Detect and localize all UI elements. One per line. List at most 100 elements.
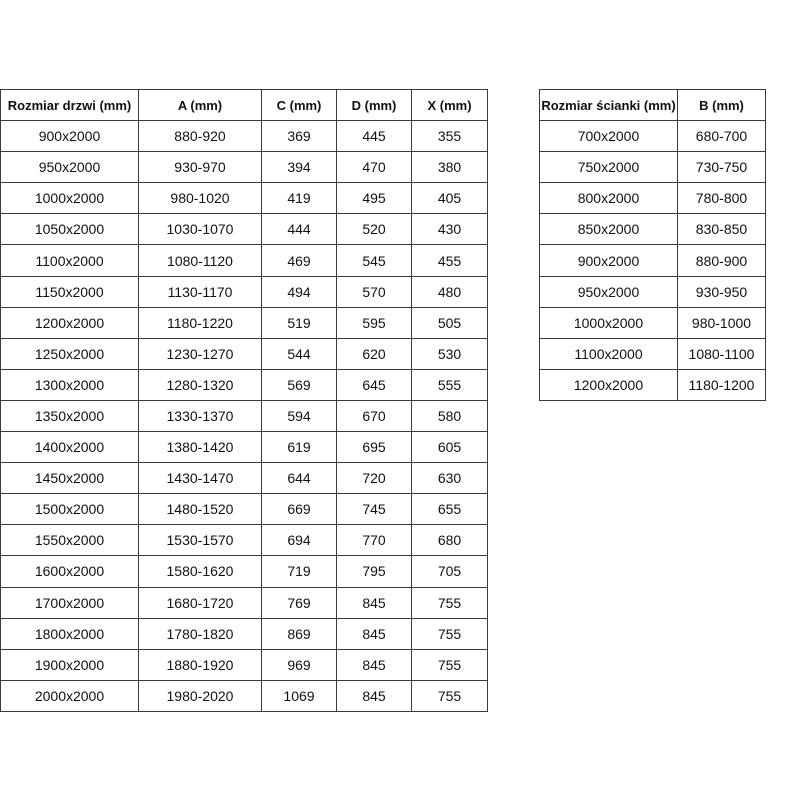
a-cell: 1580-1620 <box>138 555 262 588</box>
door-size-cell: 1000x2000 <box>0 182 139 215</box>
table-row: 950x2000 930-950 <box>539 275 766 308</box>
d-cell: 795 <box>336 555 412 588</box>
c-cell: 444 <box>261 213 337 246</box>
x-cell: 605 <box>411 431 488 464</box>
wall-size-cell: 1100x2000 <box>539 337 678 370</box>
wall-size-cell: 1000x2000 <box>539 306 678 339</box>
d-cell: 720 <box>336 462 412 495</box>
x-cell: 580 <box>411 399 488 433</box>
door-sizes-table: Rozmiar drzwi (mm) A (mm) C (mm) D (mm) … <box>0 88 488 712</box>
a-cell: 1080-1120 <box>138 244 262 277</box>
d-cell: 620 <box>336 337 412 370</box>
table-row: 1200x2000 1180-1200 <box>539 368 766 401</box>
b-cell: 880-900 <box>677 244 766 277</box>
wall-sizes-table: Rozmiar ścianki (mm) B (mm) 700x2000 680-… <box>539 88 766 401</box>
table-row: 1450x2000 1430-1470 644 720 630 <box>0 462 488 495</box>
x-cell: 755 <box>411 679 488 712</box>
x-cell: 530 <box>411 337 488 370</box>
a-cell: 880-920 <box>138 120 262 153</box>
wall-size-cell: 750x2000 <box>539 151 678 184</box>
a-cell: 1130-1170 <box>138 275 262 308</box>
a-cell: 1030-1070 <box>138 213 262 246</box>
d-cell: 845 <box>336 679 412 712</box>
door-size-cell: 2000x2000 <box>0 679 139 712</box>
b-cell: 980-1000 <box>677 306 766 339</box>
a-cell: 1330-1370 <box>138 399 262 433</box>
wall-size-cell: 700x2000 <box>539 120 678 153</box>
door-size-cell: 1350x2000 <box>0 399 139 433</box>
x-cell: 755 <box>411 586 488 619</box>
wall-size-cell: 800x2000 <box>539 182 678 215</box>
door-size-cell: 1800x2000 <box>0 617 139 650</box>
d-cell: 845 <box>336 648 412 681</box>
door-size-cell: 1900x2000 <box>0 648 139 681</box>
c-cell: 719 <box>261 555 337 588</box>
x-cell: 755 <box>411 617 488 650</box>
d-cell: 495 <box>336 182 412 215</box>
b-cell: 830-850 <box>677 213 766 246</box>
table-row: 1100x2000 1080-1120 469 545 455 <box>0 244 488 277</box>
door-size-cell: 1600x2000 <box>0 555 139 588</box>
door-size-cell: 950x2000 <box>0 151 139 184</box>
header-a: A (mm) <box>138 88 262 122</box>
wall-size-cell: 900x2000 <box>539 244 678 277</box>
header-b: B (mm) <box>677 88 766 122</box>
d-cell: 695 <box>336 431 412 464</box>
table-row: 1100x2000 1080-1100 <box>539 337 766 370</box>
x-cell: 555 <box>411 368 488 401</box>
b-cell: 1080-1100 <box>677 337 766 370</box>
x-cell: 480 <box>411 275 488 308</box>
a-cell: 1480-1520 <box>138 493 262 526</box>
a-cell: 1280-1320 <box>138 368 262 401</box>
b-cell: 680-700 <box>677 120 766 153</box>
c-cell: 619 <box>261 431 337 464</box>
d-cell: 445 <box>336 120 412 153</box>
door-size-cell: 1450x2000 <box>0 462 139 495</box>
door-size-cell: 1700x2000 <box>0 586 139 619</box>
d-cell: 645 <box>336 368 412 401</box>
table-row: 2000x2000 1980-2020 1069 845 755 <box>0 679 488 712</box>
a-cell: 1680-1720 <box>138 586 262 619</box>
table-row: 1800x2000 1780-1820 869 845 755 <box>0 617 488 650</box>
a-cell: 1380-1420 <box>138 431 262 464</box>
door-size-cell: 900x2000 <box>0 120 139 153</box>
header-row: Rozmiar ścianki (mm) B (mm) <box>539 88 766 122</box>
table-row: 1400x2000 1380-1420 619 695 605 <box>0 431 488 464</box>
table-row: 1050x2000 1030-1070 444 520 430 <box>0 213 488 246</box>
door-size-cell: 1300x2000 <box>0 368 139 401</box>
wall-size-cell: 1200x2000 <box>539 368 678 401</box>
door-size-cell: 1400x2000 <box>0 431 139 464</box>
x-cell: 680 <box>411 524 488 557</box>
wall-size-cell: 950x2000 <box>539 275 678 308</box>
c-cell: 869 <box>261 617 337 650</box>
a-cell: 1180-1220 <box>138 306 262 339</box>
table-row: 1500x2000 1480-1520 669 745 655 <box>0 493 488 526</box>
table-row: 1200x2000 1180-1220 519 595 505 <box>0 306 488 339</box>
c-cell: 469 <box>261 244 337 277</box>
table-row: 1350x2000 1330-1370 594 670 580 <box>0 399 488 433</box>
c-cell: 569 <box>261 368 337 401</box>
d-cell: 845 <box>336 586 412 619</box>
d-cell: 770 <box>336 524 412 557</box>
x-cell: 655 <box>411 493 488 526</box>
door-size-cell: 1250x2000 <box>0 337 139 370</box>
header-wall-size: Rozmiar ścianki (mm) <box>539 88 678 122</box>
c-cell: 1069 <box>261 679 337 712</box>
c-cell: 494 <box>261 275 337 308</box>
d-cell: 570 <box>336 275 412 308</box>
header-c: C (mm) <box>261 88 337 122</box>
x-cell: 705 <box>411 555 488 588</box>
d-cell: 745 <box>336 493 412 526</box>
c-cell: 594 <box>261 399 337 433</box>
table-row: 950x2000 930-970 394 470 380 <box>0 151 488 184</box>
x-cell: 405 <box>411 182 488 215</box>
table-row: 750x2000 730-750 <box>539 151 766 184</box>
x-cell: 430 <box>411 213 488 246</box>
door-size-cell: 1050x2000 <box>0 213 139 246</box>
a-cell: 1530-1570 <box>138 524 262 557</box>
a-cell: 1430-1470 <box>138 462 262 495</box>
b-cell: 780-800 <box>677 182 766 215</box>
c-cell: 694 <box>261 524 337 557</box>
c-cell: 644 <box>261 462 337 495</box>
x-cell: 630 <box>411 462 488 495</box>
